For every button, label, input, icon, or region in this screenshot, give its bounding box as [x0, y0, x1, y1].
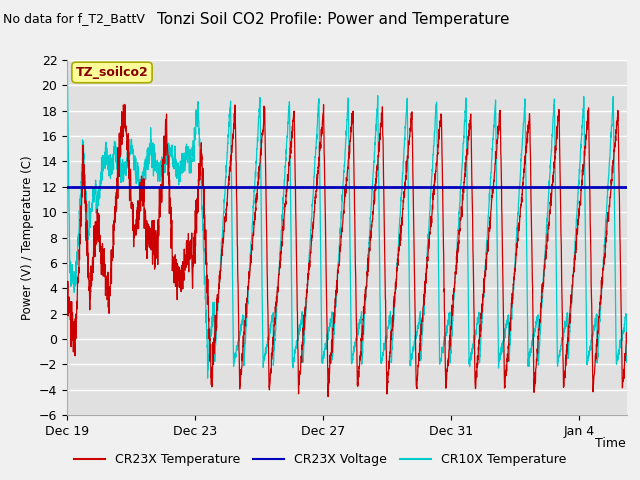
Y-axis label: Power (V) / Temperature (C): Power (V) / Temperature (C) — [20, 156, 33, 320]
Text: Tonzi Soil CO2 Profile: Power and Temperature: Tonzi Soil CO2 Profile: Power and Temper… — [157, 12, 509, 27]
Text: No data for f_T2_BattV: No data for f_T2_BattV — [3, 12, 145, 25]
Legend: CR23X Temperature, CR23X Voltage, CR10X Temperature: CR23X Temperature, CR23X Voltage, CR10X … — [69, 448, 571, 471]
Text: TZ_soilco2: TZ_soilco2 — [76, 66, 148, 79]
Text: Time: Time — [595, 437, 626, 450]
